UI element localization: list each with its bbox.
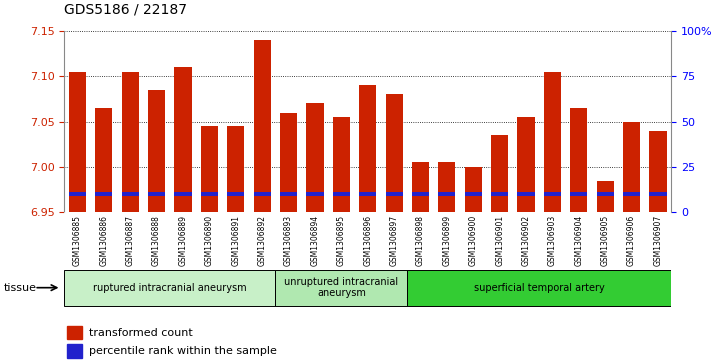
Bar bbox=[253, 40, 271, 212]
Bar bbox=[650, 131, 667, 212]
Text: GSM1306891: GSM1306891 bbox=[231, 215, 241, 266]
Text: GSM1306888: GSM1306888 bbox=[152, 215, 161, 266]
Text: GSM1306905: GSM1306905 bbox=[600, 215, 610, 266]
Bar bbox=[306, 103, 323, 212]
Text: GSM1306893: GSM1306893 bbox=[284, 215, 293, 266]
Text: GSM1306892: GSM1306892 bbox=[258, 215, 266, 266]
Bar bbox=[227, 126, 244, 212]
Bar bbox=[121, 72, 139, 212]
Text: GSM1306890: GSM1306890 bbox=[205, 215, 214, 266]
Text: GSM1306887: GSM1306887 bbox=[126, 215, 135, 266]
Text: GDS5186 / 22187: GDS5186 / 22187 bbox=[64, 2, 187, 16]
Bar bbox=[438, 192, 456, 196]
Text: GSM1306902: GSM1306902 bbox=[521, 215, 531, 266]
Text: percentile rank within the sample: percentile rank within the sample bbox=[89, 346, 276, 356]
Text: GSM1306895: GSM1306895 bbox=[337, 215, 346, 266]
Text: GSM1306896: GSM1306896 bbox=[363, 215, 372, 266]
Bar bbox=[174, 192, 191, 196]
Text: GSM1306903: GSM1306903 bbox=[548, 215, 557, 266]
Bar bbox=[69, 72, 86, 212]
Bar bbox=[491, 192, 508, 196]
Text: superficial temporal artery: superficial temporal artery bbox=[474, 283, 605, 293]
Bar bbox=[438, 163, 456, 212]
Bar bbox=[412, 192, 429, 196]
Bar bbox=[412, 163, 429, 212]
Bar bbox=[465, 167, 482, 212]
Bar bbox=[386, 192, 403, 196]
Text: GSM1306904: GSM1306904 bbox=[574, 215, 583, 266]
Bar bbox=[121, 192, 139, 196]
Bar bbox=[69, 192, 86, 196]
Text: transformed count: transformed count bbox=[89, 327, 192, 338]
Bar bbox=[95, 192, 112, 196]
Bar bbox=[544, 72, 561, 212]
Bar bbox=[359, 85, 376, 212]
Text: tissue: tissue bbox=[4, 283, 36, 293]
Text: GSM1306889: GSM1306889 bbox=[178, 215, 188, 266]
Bar bbox=[148, 90, 165, 212]
Bar bbox=[306, 192, 323, 196]
Bar bbox=[280, 113, 297, 212]
Bar bbox=[148, 192, 165, 196]
Bar bbox=[544, 192, 561, 196]
Bar bbox=[518, 117, 535, 212]
Bar bbox=[623, 192, 640, 196]
Text: GSM1306885: GSM1306885 bbox=[73, 215, 82, 266]
Text: GSM1306886: GSM1306886 bbox=[99, 215, 109, 266]
Text: GSM1306906: GSM1306906 bbox=[627, 215, 636, 266]
Text: ruptured intracranial aneurysm: ruptured intracranial aneurysm bbox=[93, 283, 246, 293]
Text: GSM1306901: GSM1306901 bbox=[495, 215, 504, 266]
Bar bbox=[333, 117, 350, 212]
Bar bbox=[597, 192, 614, 196]
Bar bbox=[359, 192, 376, 196]
Bar bbox=[518, 192, 535, 196]
Bar bbox=[623, 122, 640, 212]
Bar bbox=[67, 344, 82, 358]
Bar bbox=[491, 135, 508, 212]
Text: GSM1306898: GSM1306898 bbox=[416, 215, 425, 266]
Bar bbox=[67, 326, 82, 339]
Bar bbox=[227, 192, 244, 196]
FancyBboxPatch shape bbox=[64, 270, 276, 306]
Bar bbox=[465, 192, 482, 196]
Text: GSM1306897: GSM1306897 bbox=[390, 215, 398, 266]
Bar bbox=[650, 192, 667, 196]
Bar bbox=[570, 108, 588, 212]
Bar bbox=[95, 108, 112, 212]
Bar bbox=[386, 94, 403, 212]
Text: GSM1306907: GSM1306907 bbox=[653, 215, 663, 266]
FancyBboxPatch shape bbox=[407, 270, 671, 306]
Bar bbox=[201, 126, 218, 212]
Bar bbox=[597, 181, 614, 212]
Bar bbox=[174, 67, 191, 212]
FancyBboxPatch shape bbox=[276, 270, 407, 306]
Text: unruptured intracranial
aneurysm: unruptured intracranial aneurysm bbox=[284, 277, 398, 298]
Bar bbox=[201, 192, 218, 196]
Bar bbox=[333, 192, 350, 196]
Text: GSM1306894: GSM1306894 bbox=[311, 215, 319, 266]
Bar bbox=[253, 192, 271, 196]
Bar bbox=[570, 192, 588, 196]
Text: GSM1306900: GSM1306900 bbox=[469, 215, 478, 266]
Text: GSM1306899: GSM1306899 bbox=[443, 215, 451, 266]
Bar bbox=[280, 192, 297, 196]
